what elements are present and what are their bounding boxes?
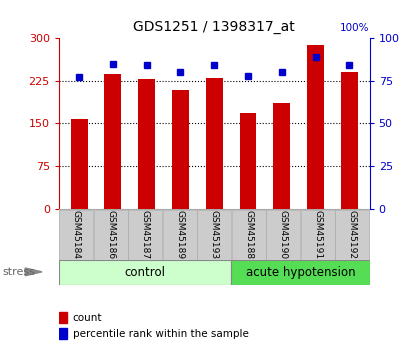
Bar — [341, 72, 358, 209]
Bar — [232, 210, 266, 260]
Text: GSM45189: GSM45189 — [175, 210, 184, 259]
Text: GSM45192: GSM45192 — [348, 210, 357, 259]
Text: GSM45188: GSM45188 — [244, 210, 253, 259]
Text: GSM45191: GSM45191 — [313, 210, 322, 259]
Polygon shape — [25, 268, 42, 276]
Bar — [59, 260, 231, 285]
Title: GDS1251 / 1398317_at: GDS1251 / 1398317_at — [133, 20, 295, 34]
Bar — [206, 78, 223, 209]
Text: acute hypotension: acute hypotension — [246, 266, 355, 279]
Text: GSM45193: GSM45193 — [210, 210, 219, 259]
Bar — [197, 210, 231, 260]
Text: percentile rank within the sample: percentile rank within the sample — [73, 329, 249, 339]
Bar — [336, 210, 369, 260]
Bar — [138, 79, 155, 209]
Text: count: count — [73, 313, 102, 323]
Text: GSM45187: GSM45187 — [141, 210, 150, 259]
Bar — [163, 210, 197, 260]
Bar — [301, 210, 335, 260]
Bar — [239, 113, 257, 209]
Bar — [273, 104, 290, 209]
Bar — [105, 74, 121, 209]
Bar — [307, 45, 324, 209]
Bar — [172, 90, 189, 209]
Bar — [128, 210, 162, 260]
Text: GSM45186: GSM45186 — [106, 210, 115, 259]
Bar — [266, 210, 300, 260]
Bar — [59, 328, 67, 339]
Bar — [71, 119, 87, 209]
Bar — [231, 260, 370, 285]
Text: control: control — [125, 266, 165, 279]
Bar — [59, 210, 93, 260]
Text: stress: stress — [2, 267, 35, 277]
Bar — [59, 312, 67, 323]
Bar — [94, 210, 128, 260]
Text: 100%: 100% — [340, 23, 370, 33]
Text: GSM45190: GSM45190 — [279, 210, 288, 259]
Text: GSM45184: GSM45184 — [71, 210, 81, 259]
